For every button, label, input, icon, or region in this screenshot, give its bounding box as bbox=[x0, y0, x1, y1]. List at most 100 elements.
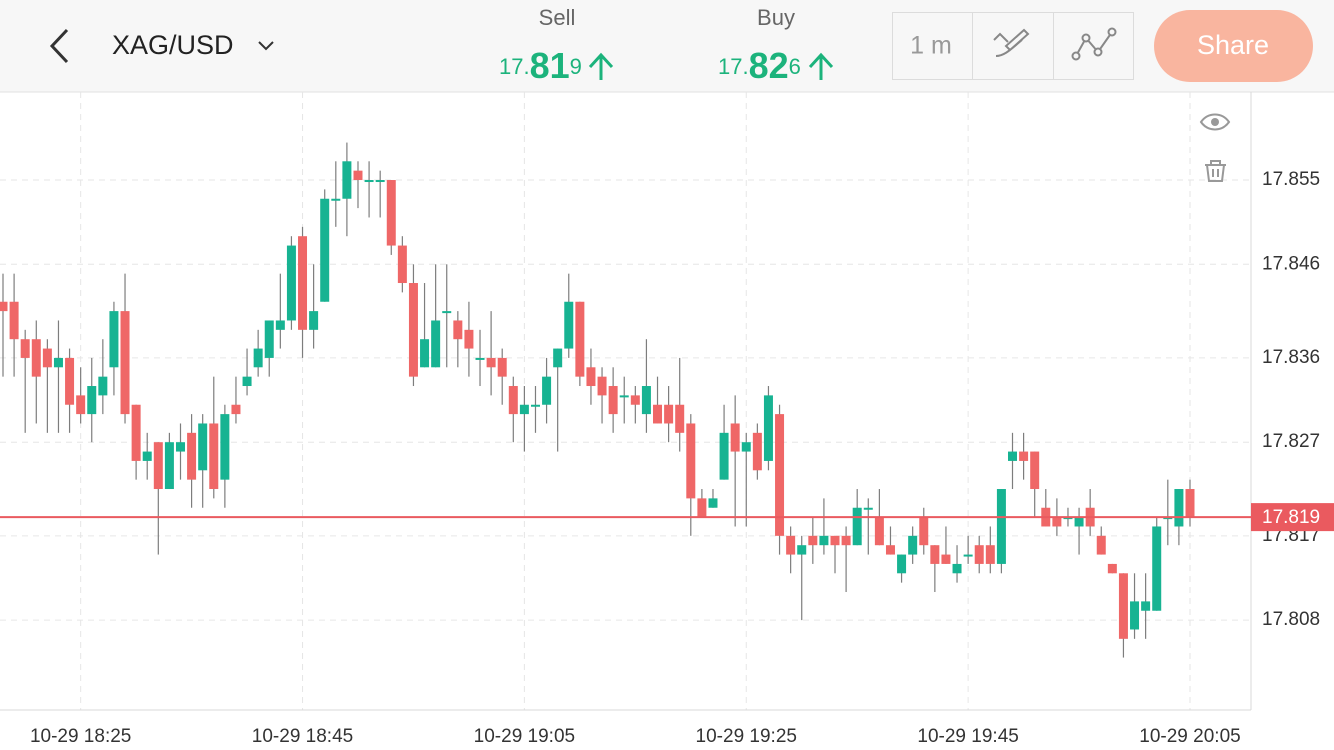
candle-body bbox=[142, 451, 152, 461]
candle-body bbox=[741, 442, 751, 452]
x-tick-label: 10-29 18:45 bbox=[252, 726, 353, 747]
indicator-icon-node bbox=[1107, 27, 1117, 37]
candle-body bbox=[486, 357, 496, 368]
candle-body bbox=[908, 535, 918, 555]
x-tick-label: 10-29 20:05 bbox=[1139, 726, 1240, 747]
candle-body bbox=[442, 311, 452, 314]
y-tick-label: 17.808 bbox=[1262, 609, 1320, 630]
candle-body bbox=[808, 535, 818, 546]
candle-body bbox=[675, 404, 685, 433]
candle-body bbox=[275, 320, 285, 330]
candle-body bbox=[264, 320, 274, 358]
symbol-dropdown-arrow[interactable] bbox=[258, 41, 274, 51]
candle-body bbox=[187, 432, 197, 480]
candle-body bbox=[164, 442, 174, 490]
candle-body bbox=[1074, 517, 1084, 527]
candle-body bbox=[131, 404, 141, 461]
candle-body bbox=[342, 161, 352, 199]
candle-body bbox=[231, 404, 241, 415]
buy-price: 17.826 bbox=[718, 45, 801, 86]
candle-body bbox=[431, 320, 441, 368]
candle-body bbox=[830, 535, 840, 546]
chart: 17.85517.84617.83617.82717.81717.80810-2… bbox=[0, 92, 1320, 747]
candle-body bbox=[686, 423, 696, 499]
y-tick-label: 17.846 bbox=[1262, 253, 1320, 274]
indicator-icon-node bbox=[1093, 47, 1103, 57]
indicator-icon-node bbox=[1081, 33, 1091, 43]
candle-body bbox=[286, 245, 296, 321]
candle-body bbox=[775, 414, 785, 536]
candle-body bbox=[397, 245, 407, 284]
candle-body bbox=[874, 517, 884, 546]
symbol-selector[interactable]: XAG/USD bbox=[112, 30, 234, 60]
current-price-tag bbox=[1251, 503, 1334, 532]
price-part: 82 bbox=[749, 45, 789, 86]
indicator-icon-node bbox=[1071, 51, 1081, 61]
current-price-label: 17.819 bbox=[1262, 507, 1320, 528]
candle-body bbox=[885, 545, 895, 555]
delete-button[interactable] bbox=[1205, 160, 1226, 182]
x-tick-label: 10-29 19:25 bbox=[696, 726, 797, 747]
price-part: 9 bbox=[570, 54, 582, 79]
back-button[interactable] bbox=[49, 28, 69, 64]
price-part: 17. bbox=[499, 54, 530, 79]
candle-body bbox=[87, 386, 97, 415]
candle-body bbox=[408, 283, 418, 377]
candle-body bbox=[1141, 601, 1151, 611]
candle-body bbox=[786, 535, 796, 555]
share-label[interactable]: Share bbox=[1197, 30, 1269, 60]
candle-body bbox=[508, 386, 518, 415]
candle-body bbox=[619, 395, 629, 398]
candle-body bbox=[530, 404, 540, 407]
candle-body bbox=[1052, 517, 1062, 527]
visibility-toggle[interactable] bbox=[1199, 113, 1231, 131]
candle-body bbox=[1107, 563, 1117, 574]
share-button[interactable] bbox=[1154, 10, 1313, 82]
candle-body bbox=[20, 339, 30, 358]
candle-body bbox=[42, 348, 52, 368]
candle-body bbox=[198, 423, 208, 471]
candle-body bbox=[298, 236, 308, 330]
candle-body bbox=[453, 320, 463, 340]
x-tick-label: 10-29 19:45 bbox=[917, 726, 1018, 747]
candle-body bbox=[475, 357, 485, 360]
draw-tool-button[interactable] bbox=[993, 28, 1030, 57]
candle-body bbox=[719, 432, 729, 480]
candle-body bbox=[752, 432, 762, 471]
candle-body bbox=[0, 301, 8, 312]
candle-body bbox=[708, 498, 718, 508]
buy-label: Buy bbox=[757, 5, 795, 30]
x-tick-label: 10-29 18:25 bbox=[30, 726, 131, 747]
candle-body bbox=[1152, 526, 1162, 611]
candle-body bbox=[930, 545, 940, 564]
candle-body bbox=[153, 442, 163, 490]
buy-up-arrow bbox=[808, 52, 834, 80]
sell-label: Sell bbox=[539, 5, 576, 30]
candle-body bbox=[974, 545, 984, 564]
candle-body bbox=[1130, 601, 1140, 630]
candle-body bbox=[220, 414, 230, 480]
candle-body bbox=[98, 376, 108, 396]
x-tick-label: 10-29 19:05 bbox=[474, 726, 575, 747]
candle-body bbox=[9, 301, 19, 340]
candle-body bbox=[641, 386, 651, 415]
candle-body bbox=[31, 339, 41, 377]
candle-body bbox=[1019, 451, 1029, 461]
candle-body bbox=[120, 311, 130, 415]
interval-button[interactable]: 1 m bbox=[910, 32, 952, 60]
candle-body bbox=[852, 507, 862, 546]
candle-body bbox=[597, 376, 607, 396]
indicator-button[interactable] bbox=[1075, 31, 1113, 57]
candle-body bbox=[175, 442, 185, 452]
candle-body bbox=[331, 198, 341, 201]
candle-body bbox=[841, 535, 851, 546]
price-part: 17. bbox=[718, 54, 749, 79]
candle-body bbox=[941, 554, 951, 564]
candle-body bbox=[253, 348, 263, 368]
candle-body bbox=[797, 545, 807, 555]
candle-body bbox=[1030, 451, 1040, 490]
y-tick-label: 17.836 bbox=[1262, 347, 1320, 368]
candle-body bbox=[996, 489, 1006, 564]
candle-body bbox=[630, 395, 640, 405]
